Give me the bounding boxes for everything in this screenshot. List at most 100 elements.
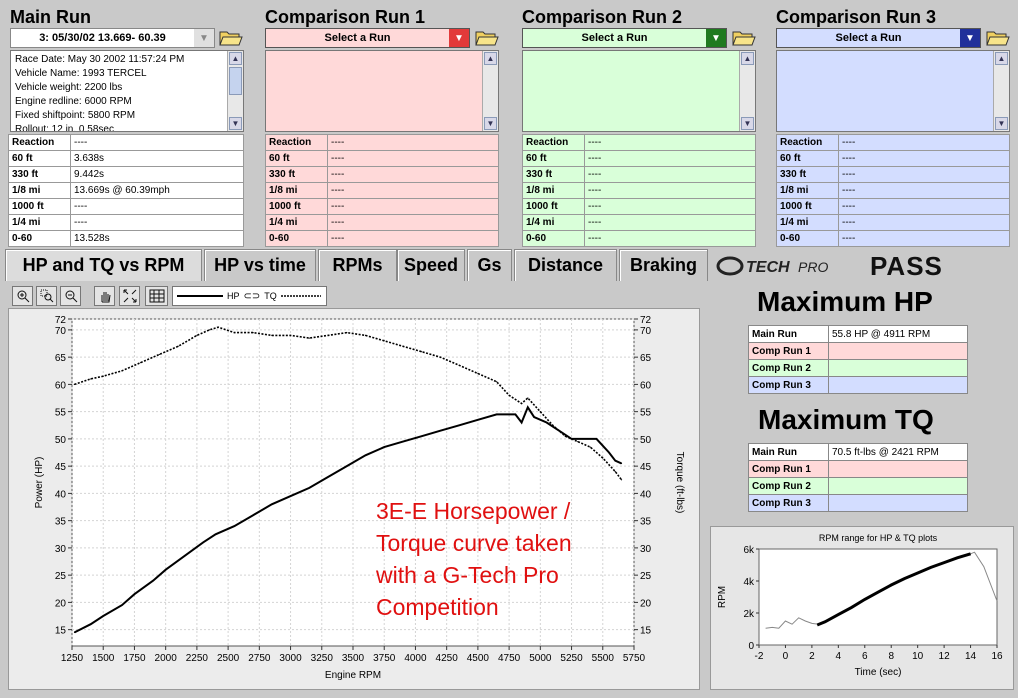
folder-open-icon[interactable]	[732, 29, 756, 47]
legend-hp-label: HP	[227, 291, 240, 301]
result-row: 1000 ft ----	[265, 198, 499, 215]
result-label: 1/4 mi	[522, 214, 585, 231]
tab-rpms[interactable]: RPMs	[318, 249, 397, 281]
tq-data-point	[421, 351, 423, 353]
comparison-run-title: Comparison Run 2	[522, 7, 683, 27]
chevron-down-icon[interactable]: ▼	[706, 29, 726, 47]
result-value: ----	[327, 134, 499, 151]
result-row: 60 ft ----	[776, 150, 1010, 167]
chevron-down-icon[interactable]: ▼	[449, 29, 469, 47]
result-value: ----	[838, 230, 1010, 247]
max-row: Comp Run 1	[748, 460, 968, 478]
zoom-fit-icon[interactable]	[119, 286, 140, 306]
result-row: 60 ft 3.638s	[8, 150, 244, 167]
result-value: ----	[584, 150, 756, 167]
comparison-run-1-select[interactable]: Select a Run ▼	[265, 28, 470, 48]
result-value: ----	[584, 182, 756, 199]
result-value: ----	[584, 230, 756, 247]
result-row: 330 ft ----	[776, 166, 1010, 183]
result-row: 1/4 mi ----	[776, 214, 1010, 231]
hp-tq-chart[interactable]: 1250 1500 1750 2000 2250 2500 2750 3000 3250 3500…	[9, 309, 701, 691]
result-value: ----	[584, 198, 756, 215]
hp-data-point	[439, 430, 442, 432]
rpm-x-axis-label: Time (sec)	[855, 667, 902, 678]
tq-data-point	[496, 381, 498, 383]
folder-open-icon[interactable]	[475, 29, 499, 47]
tq-data-point	[364, 334, 367, 336]
zoom-out-icon[interactable]	[60, 286, 81, 306]
hp-data-point	[402, 441, 404, 443]
chevron-down-icon[interactable]: ▼	[960, 29, 980, 47]
result-value: ----	[838, 134, 1010, 151]
tab-gs[interactable]: Gs	[467, 249, 512, 281]
info-scrollbar[interactable]: ▲ ▼	[993, 51, 1009, 131]
y-axis-label: Power (HP)	[34, 457, 45, 509]
result-value: 3.638s	[70, 150, 244, 167]
pass-label: PASS	[870, 250, 943, 281]
tq-data-point	[521, 402, 523, 405]
max-hp-title: Maximum HP	[757, 286, 933, 317]
chevron-down-icon[interactable]: ▼	[194, 29, 214, 47]
hp-data-point	[90, 623, 92, 625]
result-row: 1/4 mi ----	[8, 214, 244, 231]
max-row-value	[828, 477, 968, 495]
y2-tick-label: 20	[640, 598, 652, 609]
max-row: Main Run 70.5 ft-lbs @ 2421 RPM	[748, 443, 968, 461]
info-line: Engine redline: 6000 RPM	[15, 96, 132, 107]
y2-axis-label: Torque (ft-lbs)	[674, 452, 685, 514]
pan-hand-icon[interactable]	[94, 286, 115, 306]
hp-data-point	[620, 462, 623, 465]
tq-data-point	[527, 397, 529, 399]
info-scrollbar[interactable]: ▲ ▼	[739, 51, 755, 131]
info-scrollbar[interactable]: ▲ ▼	[482, 51, 498, 131]
hp-data-point	[73, 631, 76, 633]
result-label: 0-60	[8, 230, 71, 247]
hp-data-point	[215, 533, 217, 535]
comparison-run-2-select[interactable]: Select a Run ▼	[522, 28, 727, 48]
info-line: Vehicle weight: 2200 lbs	[15, 82, 123, 93]
result-label: 330 ft	[522, 166, 585, 183]
max-row: Comp Run 2	[748, 359, 968, 377]
zoom-rect-icon[interactable]	[36, 286, 57, 306]
tab-speed[interactable]: Speed	[397, 249, 465, 281]
link-icon: ⊂⊃	[243, 290, 261, 302]
folder-open-icon[interactable]	[986, 29, 1010, 47]
x-tick-label: 5250	[560, 653, 583, 664]
plot-legend[interactable]: HP ⊂⊃ TQ	[172, 286, 327, 306]
hp-data-point	[308, 487, 310, 489]
result-label: 60 ft	[8, 150, 71, 167]
result-row: 0-60 ----	[776, 230, 1010, 247]
result-value: ----	[70, 214, 244, 231]
max-row: Comp Run 3	[748, 376, 968, 394]
rpm-range-chart[interactable]: RPM range for HP & TQ plots-2 0 2 4 6 8 10 12 14…	[711, 527, 1013, 689]
comparison-run-3-select[interactable]: Select a Run ▼	[776, 28, 981, 48]
hp-data-point	[608, 451, 610, 454]
y2-tick-label: 70	[640, 326, 652, 337]
tab-braking[interactable]: Braking	[619, 249, 708, 281]
hp-data-point	[514, 413, 516, 415]
result-label: 0-60	[776, 230, 839, 247]
grid-icon[interactable]	[145, 286, 168, 306]
tab-distance[interactable]: Distance	[514, 249, 617, 281]
x-tick-label: 2750	[248, 653, 271, 664]
tab-hp-and-tq-vs-rpm[interactable]: HP and TQ vs RPM	[5, 249, 202, 281]
max-row-label: Comp Run 3	[748, 494, 829, 512]
tab-hp-vs-time[interactable]: HP vs time	[204, 249, 316, 281]
folder-open-icon[interactable]	[219, 29, 243, 47]
x-tick-label: 5500	[592, 653, 615, 664]
tq-data-point	[327, 334, 329, 336]
tq-data-point	[602, 457, 604, 459]
hp-data-point	[583, 438, 585, 440]
rpm-x-tick-label: 0	[783, 651, 789, 662]
zoom-icon[interactable]	[12, 286, 33, 306]
tq-data-point	[271, 334, 273, 336]
max-row-label: Main Run	[748, 325, 829, 343]
tq-data-point	[383, 340, 385, 342]
result-label: 1/8 mi	[776, 182, 839, 199]
info-scrollbar[interactable]: ▲ ▼	[227, 51, 243, 131]
result-value: ----	[327, 230, 499, 247]
select-run-label: Select a Run	[835, 32, 902, 44]
result-row: Reaction ----	[776, 134, 1010, 151]
x-tick-label: 4000	[404, 653, 427, 664]
main-run-select[interactable]: 3: 05/30/02 13.669- 60.39 ▼	[10, 28, 215, 48]
